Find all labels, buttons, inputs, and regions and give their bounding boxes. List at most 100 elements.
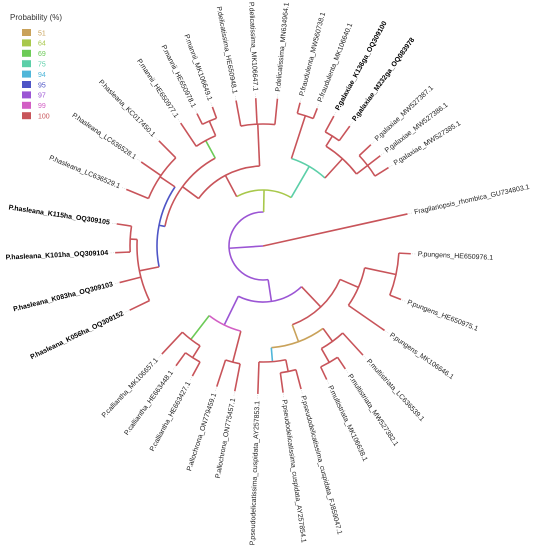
clade-arc bbox=[201, 117, 217, 126]
tip-label: P.pungens_HE650976.1 bbox=[418, 251, 494, 262]
tip-label: P.hasleana_LC636528.1 bbox=[71, 112, 138, 161]
clade-arc bbox=[195, 135, 216, 147]
branch-edge bbox=[223, 295, 240, 326]
branch-edge bbox=[324, 158, 344, 179]
clade-arc bbox=[147, 157, 177, 199]
branch-edge bbox=[191, 345, 201, 359]
tip-label: P.hasleana_KC017450.1 bbox=[97, 79, 156, 139]
tip-leader-line bbox=[282, 393, 285, 398]
tip-label: P.delicatissima_MK106647.1 bbox=[247, 2, 258, 92]
legend-label: 99 bbox=[38, 103, 46, 110]
legend-label: 75 bbox=[38, 62, 46, 69]
legend-swatch bbox=[22, 29, 31, 36]
tip-label: P.calliantha_MK106657.1 bbox=[101, 357, 160, 419]
branch-edge bbox=[196, 113, 204, 125]
branch-edge bbox=[338, 125, 351, 142]
branch-edge bbox=[374, 166, 389, 177]
branch-edge bbox=[324, 115, 335, 133]
branch-edge bbox=[279, 372, 284, 393]
tip-leader-line bbox=[194, 108, 197, 113]
branch-edge bbox=[336, 356, 346, 370]
clade-arc bbox=[291, 279, 341, 326]
clade-arc bbox=[258, 358, 286, 363]
branch-edge bbox=[270, 347, 274, 362]
legend-swatch bbox=[22, 101, 31, 109]
legend-title: Probability (%) bbox=[10, 13, 62, 22]
branch-edge bbox=[254, 98, 258, 125]
tip-leader-line bbox=[317, 103, 320, 108]
branch-edge bbox=[191, 361, 201, 377]
branch-edge bbox=[161, 331, 183, 355]
branch-edge bbox=[291, 324, 300, 342]
tip-leader-line bbox=[121, 187, 126, 190]
branch-edge bbox=[204, 140, 216, 159]
branch-edge bbox=[216, 359, 227, 387]
tip-leader-line bbox=[326, 380, 330, 385]
branch-edge bbox=[320, 348, 330, 363]
branch-edge bbox=[296, 102, 301, 114]
tip-leader-line bbox=[111, 222, 116, 224]
tip-leader-line bbox=[189, 376, 193, 381]
branch-edge bbox=[274, 98, 279, 125]
branch-edge bbox=[319, 366, 328, 380]
branch-edge bbox=[356, 164, 369, 175]
legend-label: 97 bbox=[38, 93, 46, 100]
branch-edge bbox=[290, 166, 310, 198]
branch-edge bbox=[256, 124, 261, 167]
legend-label: 95 bbox=[38, 82, 46, 89]
tip-label: P.hasleana_LC636529.1 bbox=[48, 155, 121, 191]
tip-label: P.hasleana_K115ha_OQ309105 bbox=[8, 204, 110, 226]
tip-leader-line bbox=[155, 137, 159, 141]
tip-leader-line bbox=[233, 392, 235, 397]
branch-edge bbox=[180, 122, 197, 147]
branch-edge bbox=[262, 213, 408, 247]
tip-label: Fragilariopsis_rhombica_GU734803.1 bbox=[414, 184, 531, 216]
tip-leader-line bbox=[214, 387, 217, 392]
clade-arc bbox=[208, 315, 242, 332]
tip-label: P.pungens_MK106646.1 bbox=[388, 332, 455, 381]
clade-arc bbox=[325, 145, 358, 175]
branch-edge bbox=[119, 276, 142, 284]
tip-leader-line bbox=[234, 95, 237, 100]
branch-edge bbox=[389, 294, 402, 301]
tip-leader-line bbox=[210, 102, 213, 107]
tip-label: P.hasleana_K101ha_OQ309104 bbox=[5, 250, 108, 262]
branch-edge bbox=[182, 186, 200, 200]
branch-edge bbox=[347, 304, 385, 332]
legend-swatch bbox=[22, 60, 31, 68]
tip-leader-line bbox=[350, 121, 353, 126]
legend-swatch bbox=[22, 70, 31, 78]
branch-edge bbox=[175, 352, 187, 367]
legend-swatch bbox=[22, 49, 31, 57]
branch-edge bbox=[367, 155, 381, 167]
clade-arc bbox=[197, 165, 260, 200]
tip-leader-line bbox=[371, 141, 375, 145]
branch-edge bbox=[322, 327, 334, 342]
tip-leader-line bbox=[301, 389, 303, 394]
tip-label: P.pseudodelicatissima_cuspidata_AY257854… bbox=[280, 399, 307, 543]
tip-leader-line bbox=[380, 152, 385, 156]
legend: Probability (%) 51 64 69 75 94 95 97 99 100 bbox=[10, 13, 62, 121]
branch-edge bbox=[300, 286, 322, 308]
branch-edge bbox=[358, 144, 372, 157]
tip-label: P.delicatissima_HE650948.1 bbox=[215, 6, 238, 94]
clade-arc bbox=[297, 112, 314, 120]
tip-leader-line bbox=[385, 330, 389, 334]
tip-label: P.pseudodelicatissima_cuspidata_FJ859047… bbox=[299, 395, 343, 536]
tip-leader-line bbox=[136, 158, 141, 162]
tip-leader-line bbox=[345, 369, 349, 374]
clade-arc bbox=[136, 239, 151, 301]
legend-label: 51 bbox=[38, 30, 46, 37]
clade-arc bbox=[184, 352, 201, 363]
branch-edge bbox=[339, 278, 359, 289]
legend-label: 94 bbox=[38, 72, 46, 79]
tip-leader-line bbox=[300, 97, 302, 102]
tip-label: P.allochrona_ON775457.1 bbox=[215, 397, 237, 479]
clade-arc bbox=[320, 332, 344, 350]
branch-edge bbox=[129, 299, 150, 311]
legend-swatch bbox=[22, 81, 31, 88]
tip-leader-line bbox=[158, 354, 162, 358]
clade-arc bbox=[389, 253, 400, 296]
clade-arc bbox=[271, 327, 324, 349]
legend-label: 100 bbox=[38, 114, 50, 121]
